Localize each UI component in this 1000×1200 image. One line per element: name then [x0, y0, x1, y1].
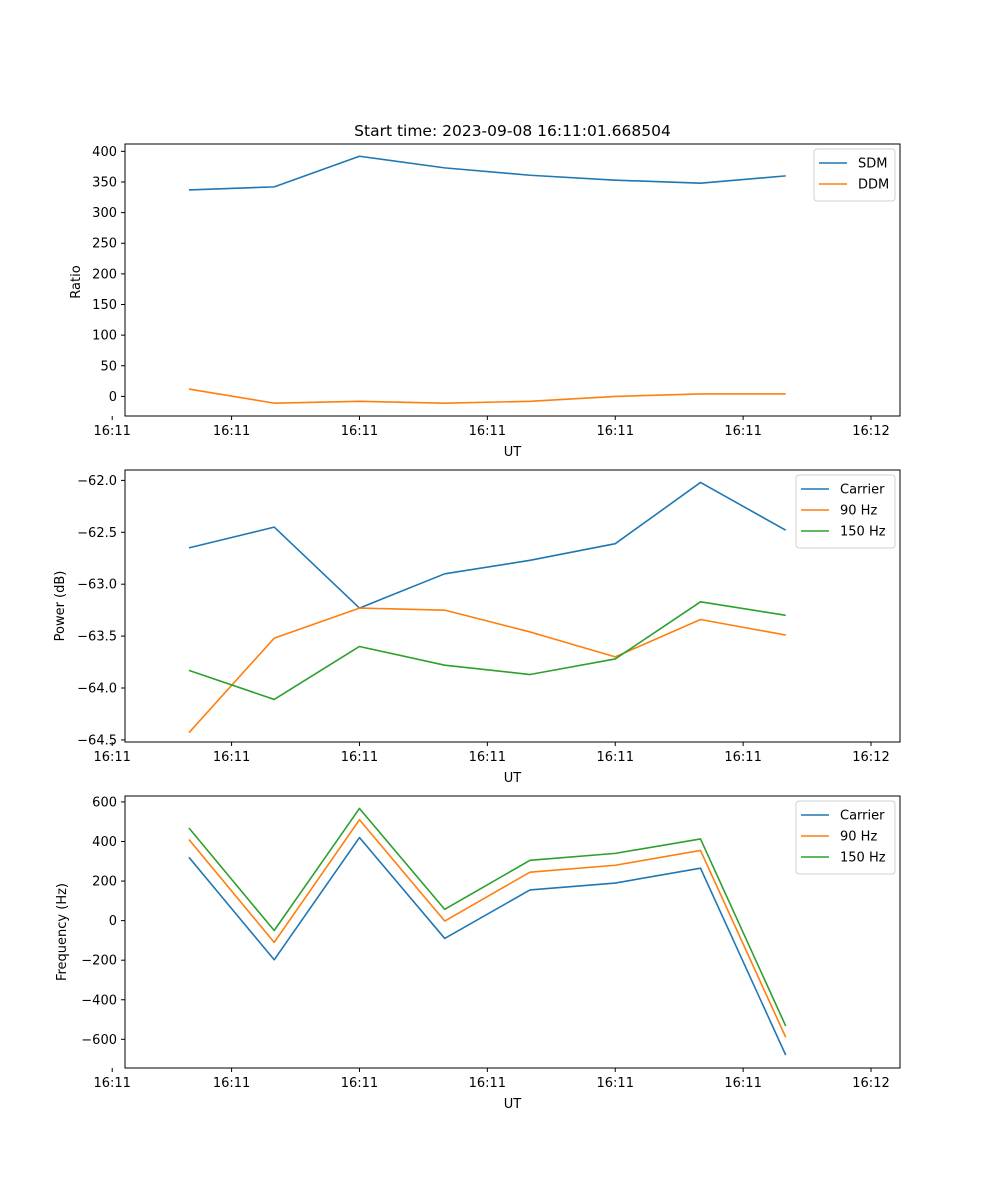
frequency-x-tick-label: 16:11 — [469, 1076, 506, 1091]
ratio-x-tick-label: 16:11 — [93, 424, 130, 439]
frequency-x-tick-label: 16:11 — [341, 1076, 378, 1091]
ratio-x-tick-label: 16:12 — [852, 424, 889, 439]
power-y-axis-label: Power (dB) — [53, 571, 68, 642]
power-x-tick-label: 16:12 — [852, 750, 889, 765]
power-legend-label: 90 Hz — [840, 504, 877, 519]
power-y-tick-label: −64.0 — [77, 682, 117, 697]
power-x-tick-label: 16:11 — [93, 750, 130, 765]
frequency-legend-box — [795, 800, 896, 875]
power-x-tick-label: 16:11 — [341, 750, 378, 765]
frequency-legend-label: 90 Hz — [840, 830, 877, 845]
power-legend: Carrier 90 Hz 150 Hz — [795, 474, 896, 549]
frequency-legend-label: 150 Hz — [840, 851, 886, 866]
ratio-y-tick-label: 100 — [92, 329, 117, 344]
ratio-y-tick-label: 200 — [92, 267, 117, 282]
ratio-y-tick-label: 50 — [100, 359, 117, 374]
power-series-line-90-hz — [188, 607, 786, 734]
power-plot-area: 16:11 16:11 16:11 16:11 16:11 16:11 16:12 −64.5… — [77, 469, 901, 765]
frequency-axes-frame — [124, 795, 901, 1069]
power-panel: 16:11 16:11 16:11 16:11 16:11 16:11 16:12 −64.5… — [53, 469, 901, 786]
ratio-y-tick-label: 350 — [92, 175, 117, 190]
power-legend-label: 150 Hz — [840, 525, 886, 540]
power-x-tick-label: 16:11 — [724, 750, 761, 765]
ratio-y-tick-label: 150 — [92, 298, 117, 313]
ratio-panel: Start time: 2023-09-08 16:11:01.668504 1… — [69, 122, 901, 460]
power-y-tick-label: −62.5 — [77, 526, 117, 541]
ratio-x-tick-label: 16:11 — [469, 424, 506, 439]
ratio-y-axis-label: Ratio — [69, 265, 84, 298]
frequency-plot-area: 16:11 16:11 16:11 16:11 16:11 16:11 16:12 −600 −… — [81, 795, 901, 1091]
ratio-axes-frame — [124, 143, 901, 417]
frequency-x-axis-label: UT — [504, 1097, 522, 1112]
ratio-y-tick-label: 300 — [92, 206, 117, 221]
frequency-y-tick-label: 200 — [92, 875, 117, 890]
ratio-plot-area: 16:11 16:11 16:11 16:11 16:11 16:11 16:12 0 50 10… — [92, 143, 901, 439]
ratio-x-tick-label: 16:11 — [724, 424, 761, 439]
ratio-legend-label: SDM — [858, 157, 887, 172]
ratio-y-tick-label: 0 — [109, 390, 117, 405]
frequency-series-line-150-hz — [188, 807, 787, 1027]
power-y-tick-label: −63.5 — [77, 630, 117, 645]
ratio-y-tick-label: 400 — [92, 145, 117, 160]
frequency-x-tick-label: 16:11 — [213, 1076, 250, 1091]
power-axes-frame — [124, 469, 901, 743]
ratio-x-axis-label: UT — [504, 445, 522, 460]
power-y-tick-label: −63.0 — [77, 578, 117, 593]
frequency-x-tick-label: 16:11 — [93, 1076, 130, 1091]
frequency-x-tick-label: 16:11 — [724, 1076, 761, 1091]
power-legend-label: Carrier — [840, 483, 885, 498]
power-x-tick-label: 16:11 — [469, 750, 506, 765]
frequency-y-tick-label: −200 — [81, 954, 117, 969]
ratio-legend: SDM DDM — [813, 148, 896, 202]
frequency-series-line-90-hz — [188, 818, 787, 1038]
frequency-legend-label: Carrier — [840, 809, 885, 824]
frequency-y-axis-label: Frequency (Hz) — [55, 883, 70, 981]
frequency-x-tick-label: 16:12 — [852, 1076, 889, 1091]
ratio-legend-label: DDM — [858, 178, 889, 193]
power-x-tick-label: 16:11 — [597, 750, 634, 765]
ratio-series-line-ddm — [188, 388, 786, 404]
ratio-series-line-sdm — [188, 155, 786, 191]
ratio-x-tick-label: 16:11 — [213, 424, 250, 439]
power-y-tick-label: −64.5 — [77, 733, 117, 748]
ratio-legend-box — [813, 148, 896, 202]
ratio-x-tick-label: 16:11 — [341, 424, 378, 439]
power-x-tick-label: 16:11 — [213, 750, 250, 765]
frequency-series-line-carrier — [188, 836, 787, 1056]
chart-title: Start time: 2023-09-08 16:11:01.668504 — [354, 122, 671, 140]
frequency-x-tick-label: 16:11 — [597, 1076, 634, 1091]
ratio-y-tick-label: 250 — [92, 237, 117, 252]
frequency-y-tick-label: 400 — [92, 835, 117, 850]
frequency-legend: Carrier 90 Hz 150 Hz — [795, 800, 896, 875]
power-series-line-150-hz — [188, 601, 786, 701]
frequency-y-tick-label: −400 — [81, 993, 117, 1008]
frequency-panel: 16:11 16:11 16:11 16:11 16:11 16:11 16:12 −600 −… — [55, 795, 901, 1112]
power-legend-box — [795, 474, 896, 549]
power-series-line-carrier — [188, 481, 787, 609]
ratio-x-tick-label: 16:11 — [597, 424, 634, 439]
frequency-y-tick-label: −600 — [81, 1033, 117, 1048]
power-x-axis-label: UT — [504, 771, 522, 786]
frequency-y-tick-label: 600 — [92, 795, 117, 810]
power-y-tick-label: −62.0 — [77, 474, 117, 489]
frequency-y-tick-label: 0 — [109, 914, 117, 929]
